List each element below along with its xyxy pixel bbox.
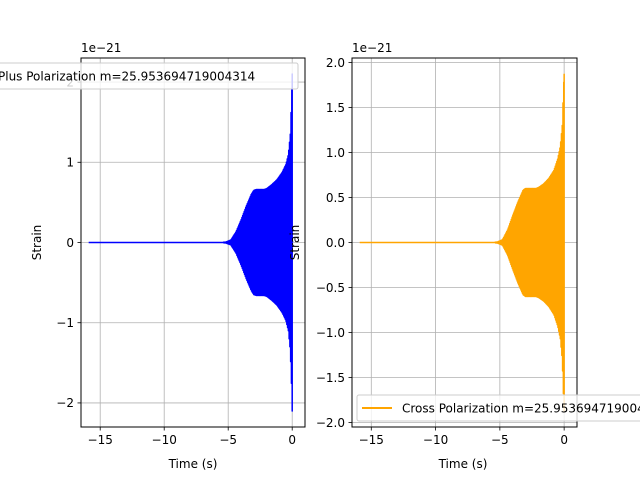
y-tick-label: 0.0 xyxy=(326,236,345,250)
offset-text: 1e−21 xyxy=(352,41,392,55)
x-tick-label: 0 xyxy=(288,433,296,447)
x-tick-label: −10 xyxy=(152,433,177,447)
y-tick-label: 0 xyxy=(66,236,74,250)
legend-label: Cross Polarization m=25.953694719004314 xyxy=(402,402,640,416)
waveform-line xyxy=(359,73,565,412)
cross-polarization-waveform xyxy=(359,73,565,412)
x-axis-ticks: −15 −10 −5 0 xyxy=(88,427,296,447)
y-tick-label: −0.5 xyxy=(316,281,345,295)
y-tick-label: 0.5 xyxy=(326,191,345,205)
legend: Cross Polarization m=25.953694719004314 xyxy=(356,394,640,422)
y-axis-ticks: −2.0 −1.5 −1.0 −0.5 0.0 0.5 1.0 1.5 2.0 xyxy=(316,56,352,430)
legend-label: Plus Polarization m=25.953694719004314 xyxy=(0,70,255,84)
x-axis-ticks: −15 −10 −5 0 xyxy=(359,427,568,447)
legend: Plus Polarization m=25.953694719004314 xyxy=(0,62,299,90)
plus-polarization-waveform xyxy=(88,73,293,412)
x-tick-label: 0 xyxy=(560,433,568,447)
y-tick-label: 1 xyxy=(66,156,74,170)
cross-polarization-plot: −15 −10 −5 0 −2.0 −1.5 −1.0 −0.5 0.0 0.5 1.0 1.5 2.… xyxy=(288,41,640,471)
y-tick-label: −1.5 xyxy=(316,371,345,385)
y-tick-label: −1.0 xyxy=(316,326,345,340)
offset-text: 1e−21 xyxy=(81,41,121,55)
legend-box xyxy=(356,394,640,422)
y-axis-label: Strain xyxy=(288,225,302,261)
y-axis-label: Strain xyxy=(30,225,44,261)
x-tick-label: −5 xyxy=(491,433,509,447)
legend-box xyxy=(0,62,299,90)
y-tick-label: 2.0 xyxy=(326,56,345,70)
y-tick-label: 1.5 xyxy=(326,101,345,115)
y-tick-label: −2.0 xyxy=(316,416,345,430)
y-tick-label: 1.0 xyxy=(326,146,345,160)
y-tick-label: −1 xyxy=(56,316,74,330)
y-axis-ticks: −2−1012 xyxy=(56,75,81,410)
x-tick-label: −15 xyxy=(359,433,384,447)
x-axis-label: Time (s) xyxy=(438,457,488,471)
plus-polarization-plot: −15−10−50 −2−1012 1e−21 Time (s) Strain … xyxy=(0,41,306,471)
x-axis-label: Time (s) xyxy=(168,457,218,471)
x-tick-label: −10 xyxy=(423,433,448,447)
y-tick-label: −2 xyxy=(56,396,74,410)
x-tick-label: −5 xyxy=(219,433,237,447)
x-tick-label: −15 xyxy=(88,433,113,447)
waveform-line xyxy=(88,73,293,412)
